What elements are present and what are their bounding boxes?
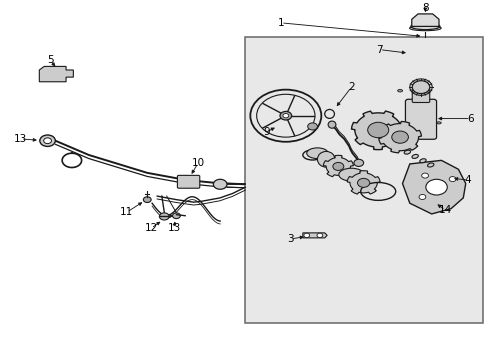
Text: 13: 13 <box>167 223 180 233</box>
Ellipse shape <box>397 89 402 92</box>
Ellipse shape <box>338 168 364 181</box>
Text: 5: 5 <box>46 55 53 65</box>
Circle shape <box>367 122 388 138</box>
Circle shape <box>213 179 226 189</box>
Text: 7: 7 <box>376 45 382 55</box>
Circle shape <box>172 213 180 219</box>
Circle shape <box>353 159 363 166</box>
Circle shape <box>425 179 447 195</box>
Polygon shape <box>302 233 326 238</box>
Ellipse shape <box>427 163 433 167</box>
Circle shape <box>357 178 369 187</box>
Circle shape <box>421 173 427 178</box>
Text: 11: 11 <box>120 207 133 217</box>
Circle shape <box>143 197 151 203</box>
Text: 9: 9 <box>263 127 269 137</box>
Ellipse shape <box>404 150 410 154</box>
Circle shape <box>43 138 51 144</box>
Text: 13: 13 <box>14 134 27 144</box>
Circle shape <box>316 233 322 238</box>
Circle shape <box>332 162 343 170</box>
Polygon shape <box>378 121 421 153</box>
Text: 10: 10 <box>191 158 204 168</box>
Ellipse shape <box>436 122 440 124</box>
Circle shape <box>448 177 455 181</box>
Polygon shape <box>351 111 404 150</box>
Ellipse shape <box>410 23 439 30</box>
FancyBboxPatch shape <box>405 99 436 139</box>
Circle shape <box>391 131 407 143</box>
Text: 8: 8 <box>421 3 428 13</box>
FancyBboxPatch shape <box>411 90 429 103</box>
Circle shape <box>411 81 429 94</box>
Bar <box>245 37 482 323</box>
Ellipse shape <box>317 152 334 167</box>
Circle shape <box>159 213 169 220</box>
Text: 4: 4 <box>464 175 470 185</box>
Text: 14: 14 <box>438 205 451 215</box>
Ellipse shape <box>306 148 327 158</box>
Circle shape <box>307 123 317 130</box>
Ellipse shape <box>327 121 335 128</box>
Circle shape <box>303 233 309 238</box>
Polygon shape <box>411 14 438 26</box>
Ellipse shape <box>411 154 418 158</box>
Circle shape <box>280 112 291 120</box>
Polygon shape <box>402 160 465 214</box>
Text: 6: 6 <box>467 113 473 123</box>
Circle shape <box>283 113 288 118</box>
Text: 1: 1 <box>277 18 284 28</box>
Text: 3: 3 <box>287 234 293 244</box>
Polygon shape <box>323 156 353 177</box>
Circle shape <box>40 135 55 147</box>
FancyBboxPatch shape <box>177 175 200 188</box>
Circle shape <box>418 194 425 199</box>
Polygon shape <box>346 171 379 194</box>
Polygon shape <box>39 66 73 82</box>
Ellipse shape <box>419 159 425 163</box>
Text: 2: 2 <box>347 82 354 92</box>
Text: 12: 12 <box>144 223 158 233</box>
